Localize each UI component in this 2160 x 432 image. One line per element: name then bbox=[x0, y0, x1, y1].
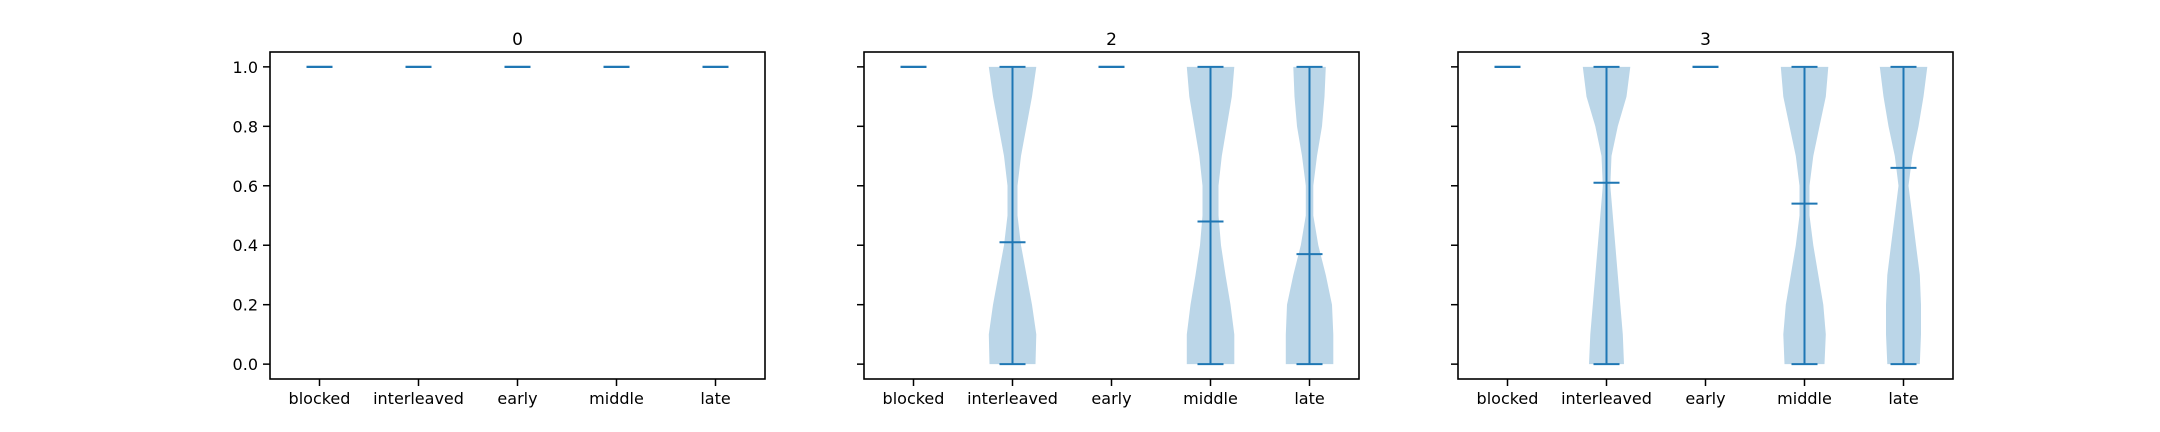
panel-1: 2 blocked interleaved early middle late bbox=[857, 30, 1360, 408]
y-tick-label: 0.6 bbox=[233, 177, 258, 196]
panel-2: 3 blocked interleaved early middle late bbox=[1451, 30, 1954, 408]
panel-title: 2 bbox=[1106, 30, 1117, 50]
x-tick-label: late bbox=[700, 389, 730, 408]
x-tick-label: middle bbox=[1183, 389, 1238, 408]
y-tick-label: 0.4 bbox=[233, 236, 258, 255]
violin-middle bbox=[1186, 65, 1235, 366]
x-tick-label: blocked bbox=[1477, 389, 1539, 408]
panel-title: 3 bbox=[1700, 30, 1711, 50]
x-tick-label: late bbox=[1294, 389, 1324, 408]
panel-title: 0 bbox=[512, 30, 523, 50]
y-tick-label: 0.8 bbox=[233, 117, 258, 136]
violin-interleaved bbox=[1582, 65, 1631, 366]
x-tick-label: interleaved bbox=[373, 389, 464, 408]
y-tick-label: 0.0 bbox=[233, 355, 258, 374]
axes-frame bbox=[863, 51, 1360, 380]
x-tick-label: interleaved bbox=[1561, 389, 1652, 408]
violin-interleaved bbox=[988, 65, 1037, 366]
violin-middle bbox=[1780, 65, 1829, 366]
axes-frame bbox=[269, 51, 766, 380]
x-tick-label: early bbox=[1091, 389, 1131, 408]
y-tick-label: 1.0 bbox=[233, 58, 258, 77]
x-tick-label: blocked bbox=[883, 389, 945, 408]
x-tick-label: blocked bbox=[289, 389, 351, 408]
x-tick-label: late bbox=[1888, 389, 1918, 408]
violin-late bbox=[1879, 65, 1928, 366]
x-tick-label: early bbox=[1685, 389, 1725, 408]
violin-late bbox=[1285, 65, 1334, 366]
axes-frame bbox=[1457, 51, 1954, 380]
x-tick-label: early bbox=[497, 389, 537, 408]
panel-0: 0 0.0 0.2 0.4 0.6 0.8 1.0 blocked interleaved ear… bbox=[233, 30, 766, 408]
x-tick-label: middle bbox=[1777, 389, 1832, 408]
x-tick-label: middle bbox=[589, 389, 644, 408]
x-tick-label: interleaved bbox=[967, 389, 1058, 408]
y-tick-label: 0.2 bbox=[233, 296, 258, 315]
